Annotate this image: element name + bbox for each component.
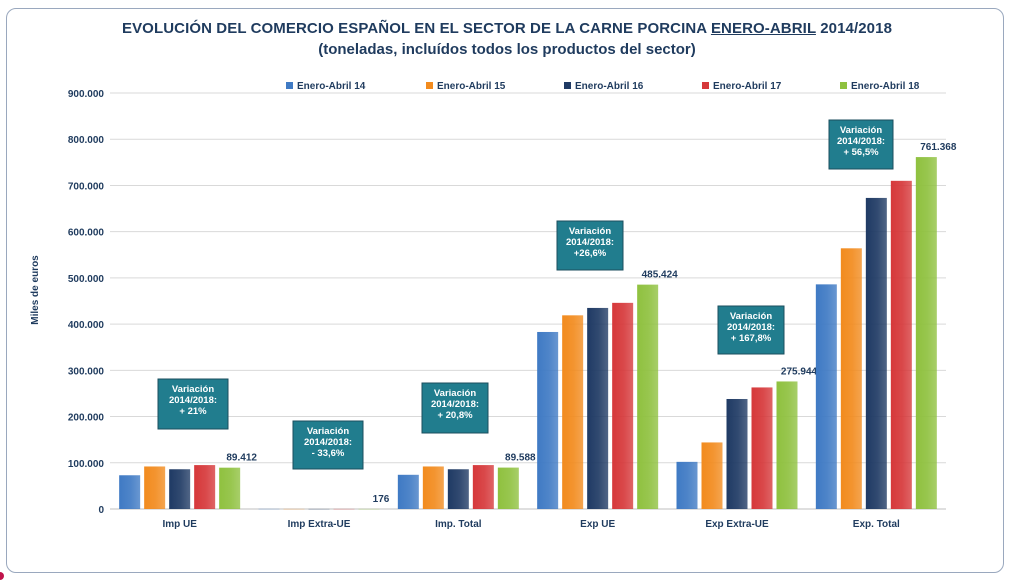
variation-text: 2014/2018:: [169, 395, 217, 406]
bar-2: [840, 248, 862, 509]
data-label: 275.944: [781, 366, 818, 377]
bar-1: [537, 331, 559, 509]
chart-title-part-3: 2014/2018: [815, 20, 893, 37]
bar-4: [751, 387, 773, 509]
variation-text: Variación: [730, 311, 772, 322]
bar-4: [472, 465, 494, 509]
bar-2: [701, 442, 723, 509]
variation-text: Variación: [434, 388, 476, 399]
variation-text: 2014/2018:: [431, 399, 479, 410]
bar-4: [612, 302, 634, 509]
variation-text: +26,6%: [574, 248, 607, 259]
variation-box: [828, 119, 894, 170]
bar-1: [397, 474, 419, 509]
legend-swatch: [702, 82, 709, 89]
x-tick-label: Imp UE: [162, 519, 197, 530]
bar-3: [169, 469, 191, 509]
variation-text: Variación: [569, 226, 611, 237]
bar-5: [915, 157, 937, 509]
data-label: 485.424: [642, 270, 679, 281]
variation-text: 2014/2018:: [304, 437, 352, 448]
variation-text: + 167,8%: [731, 333, 772, 344]
bar-3: [726, 398, 748, 509]
variation-box: [292, 420, 364, 470]
legend-label: Enero-Abril 15: [437, 81, 506, 92]
data-label: 89.588: [505, 453, 536, 464]
y-tick-label: 600.000: [68, 228, 105, 239]
variation-text: Variación: [172, 384, 214, 395]
bar-2: [562, 315, 584, 509]
y-tick-label: 300.000: [68, 366, 105, 377]
bar-3: [587, 307, 609, 509]
legend-swatch: [840, 82, 847, 89]
x-tick-label: Exp Extra-UE: [705, 519, 769, 530]
variation-text: 2014/2018:: [727, 322, 775, 333]
bar-5: [219, 467, 241, 509]
legend-label: Enero-Abril 17: [713, 81, 782, 92]
legend-label: Enero-Abril 18: [851, 81, 920, 92]
chart-subtitle: (toneladas, incluídos todos los producto…: [318, 41, 696, 58]
bar-3: [865, 197, 887, 509]
variation-text: 2014/2018:: [837, 136, 885, 147]
variation-box: [717, 305, 785, 355]
variation-text: Variación: [840, 125, 882, 136]
y-tick-label: 900.000: [68, 89, 105, 100]
variation-box: [421, 382, 489, 434]
legend-label: Enero-Abril 16: [575, 81, 644, 92]
bar-4: [890, 180, 912, 510]
chart-title: EVOLUCIÓN DEL COMERCIO ESPAÑOL EN EL SEC…: [0, 20, 1014, 37]
variation-box: [556, 220, 624, 271]
x-tick-label: Exp UE: [580, 519, 615, 530]
variation-box: [157, 378, 229, 430]
chart-title-part-1: EVOLUCIÓN DEL COMERCIO ESPAÑOL EN EL SEC…: [121, 20, 711, 37]
bar-2: [144, 466, 166, 509]
y-tick-label: 100.000: [68, 459, 105, 470]
bar-4: [194, 465, 216, 509]
y-tick-label: 200.000: [68, 413, 105, 424]
legend-swatch: [564, 82, 571, 89]
x-tick-label: Imp. Total: [435, 519, 482, 530]
variation-text: - 33,6%: [312, 448, 345, 459]
y-tick-label: 500.000: [68, 274, 105, 285]
variation-text: 2014/2018:: [566, 237, 614, 248]
y-axis-label: Miles de euros: [30, 255, 41, 325]
legend-swatch: [286, 82, 293, 89]
y-tick-label: 0: [98, 505, 104, 516]
y-tick-label: 800.000: [68, 135, 105, 146]
data-label: 176: [373, 494, 390, 505]
bar-1: [676, 461, 698, 509]
variation-text: Variación: [307, 426, 349, 437]
y-tick-label: 700.000: [68, 181, 105, 192]
bar-1: [119, 475, 141, 509]
x-tick-label: Exp. Total: [853, 519, 900, 530]
bar-5: [637, 284, 659, 509]
bar-1: [815, 284, 837, 509]
data-label: 89.412: [226, 453, 257, 464]
variation-text: + 56,5%: [843, 147, 879, 158]
chart-title-part-2: ENERO-ABRIL: [710, 20, 816, 37]
legend-label: Enero-Abril 14: [297, 81, 366, 92]
bar-5: [497, 467, 519, 509]
y-tick-label: 400.000: [68, 320, 105, 331]
bar-5: [776, 381, 798, 509]
bar-3: [447, 469, 469, 509]
variation-text: + 21%: [179, 406, 207, 417]
corner-marker: [0, 572, 4, 580]
x-tick-label: Imp Extra-UE: [288, 519, 351, 530]
variation-text: + 20,8%: [437, 410, 473, 421]
bar-2: [422, 466, 444, 509]
data-label: 761.368: [920, 142, 957, 153]
legend-swatch: [426, 82, 433, 89]
